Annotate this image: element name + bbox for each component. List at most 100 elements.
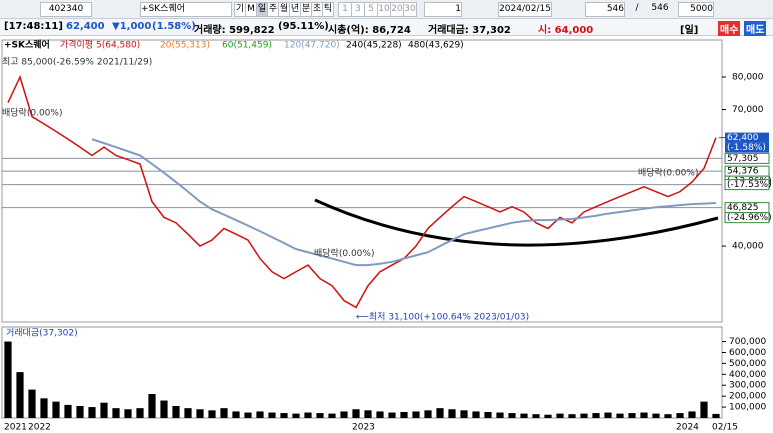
volume-bar — [244, 412, 252, 418]
volume-bar — [220, 408, 228, 418]
volume-bar — [556, 413, 564, 418]
volume-bar — [568, 414, 576, 418]
y-tick-label: 500,000 — [729, 359, 766, 369]
period-button[interactable]: 1 — [338, 2, 352, 17]
level-box — [724, 179, 770, 191]
level-label: (-17.53%) — [727, 180, 772, 190]
volume-bar — [184, 408, 192, 418]
volume-bar — [172, 405, 180, 418]
info-bar: [17:48:11] 62,400 ▼1,000 (1.58%) 거래량: 599,82… — [0, 19, 773, 36]
info-item: ▼1,000 — [112, 21, 152, 32]
volume-bar — [76, 405, 84, 418]
legend-entry: 20(55,313) — [160, 41, 210, 51]
mode-button[interactable]: 분 — [300, 2, 312, 17]
volume-bar — [532, 414, 540, 418]
volume-bar — [352, 409, 360, 418]
info-item: 거래대금: 37,302 — [428, 25, 511, 36]
volume-bar — [664, 414, 672, 418]
volume-bar — [592, 413, 600, 418]
y-tick-label: 200,000 — [729, 392, 766, 402]
price-line — [91, 138, 717, 267]
y-tick-label: 40,000 — [732, 242, 764, 252]
volume-bar — [688, 411, 696, 418]
volume-bar — [520, 413, 528, 418]
legend-entry: 240(45,228) — [346, 41, 402, 51]
volume-bar — [112, 408, 120, 418]
annotation: ⟵최저 31,100(+100.64% 2023/01/03) — [356, 312, 529, 323]
volume-bar — [400, 411, 408, 418]
info-item: 62,400 — [66, 21, 105, 32]
volume-bar — [124, 409, 132, 418]
trend-line — [314, 198, 719, 247]
volume-bar — [616, 413, 624, 418]
volume-bar — [196, 409, 204, 418]
annotation: 최고 85,000(-26.59% 2021/11/29) — [2, 57, 152, 68]
chart-title: +SK스퀘어 — [4, 39, 50, 51]
period-button[interactable]: 5 — [364, 2, 378, 17]
info-item: 시총(억): 86,724 — [328, 25, 411, 36]
view-field[interactable]: 5000 — [678, 2, 714, 17]
volume-bar — [700, 401, 708, 418]
legend-entry: 120(47,720) — [284, 41, 340, 51]
code-field[interactable]: 402340 — [40, 2, 92, 17]
level-label: 54,376 — [727, 167, 759, 177]
volume-bar — [52, 401, 60, 418]
mode-button[interactable]: 주 — [267, 2, 279, 17]
y-tick-label: 300,000 — [729, 381, 766, 391]
y-tick-label: 70,000 — [732, 105, 764, 115]
volume-title: 거래대금(37,302) — [6, 328, 78, 339]
info-item: 시: 64,000 — [538, 25, 594, 36]
legend-entry: 480(43,629) — [408, 41, 464, 51]
annotation: 배당락(0.00%) — [314, 247, 374, 259]
name-field[interactable]: +SK스퀘어 — [140, 2, 232, 17]
date-field[interactable]: 2024/02/15 — [498, 2, 552, 17]
buy-button[interactable]: 매수 — [718, 21, 741, 36]
legend-entry: 60(51,459) — [222, 41, 272, 51]
toolbar: 402340 +SK스퀘어 기 M 일 주 월 년 분 초 틱 1 3 5 10 20 30 1 2024/02/1… — [0, 0, 773, 19]
y-tick-label: 700,000 — [729, 337, 766, 347]
volume-bar — [448, 409, 456, 418]
x-tick-label: 2022 — [28, 423, 51, 433]
volume-bar — [292, 413, 300, 418]
sell-button[interactable]: 매도 — [744, 21, 767, 36]
volume-bar — [232, 411, 240, 418]
volume-bar — [136, 408, 144, 418]
period-button[interactable]: 20 — [390, 2, 404, 17]
x-tick-label: 02/15 — [712, 423, 738, 433]
volume-bar — [544, 414, 552, 418]
volume-bar — [88, 407, 96, 418]
volume-bar — [424, 410, 432, 418]
y-tick-label: 400,000 — [729, 370, 766, 380]
period-button[interactable]: 10 — [377, 2, 391, 17]
chart: +SK스퀘어 가격이평 5(64,580) 20(55,313) 60(51,459)… — [1, 39, 772, 433]
y-tick-label: 80,000 — [732, 72, 764, 82]
period-button[interactable]: 3 — [351, 2, 365, 17]
volume-bar — [652, 413, 660, 418]
volume-bar — [256, 411, 264, 418]
x-tick-label: 2023 — [352, 423, 375, 433]
x-tick-label: 2021 — [4, 423, 27, 433]
volume-bar — [328, 413, 336, 418]
volume-bar — [268, 412, 276, 418]
volume-bar — [40, 398, 48, 418]
volume-bar — [280, 413, 288, 418]
y-tick-label: 100,000 — [729, 403, 766, 413]
volume-bar — [316, 413, 324, 418]
pos-field[interactable]: 546 — [585, 2, 625, 17]
count-field[interactable]: 1 — [424, 2, 462, 17]
price-line — [7, 74, 717, 309]
mode-button[interactable]: 틱 — [322, 2, 334, 17]
volume-bar — [364, 410, 372, 418]
volume-bar — [376, 411, 384, 418]
period-button[interactable]: 30 — [403, 2, 417, 17]
volume-bar — [460, 410, 468, 418]
volume-bar — [472, 411, 480, 418]
volume-bar — [388, 412, 396, 418]
volume-bar — [604, 412, 612, 418]
current-label: 62,400 — [727, 133, 759, 143]
volume-bar — [484, 411, 492, 418]
current-box — [725, 142, 769, 153]
volume-bar — [712, 413, 720, 418]
info-item: 거래량: 599,822 — [194, 25, 275, 36]
y-tick-label: 600,000 — [729, 348, 766, 358]
